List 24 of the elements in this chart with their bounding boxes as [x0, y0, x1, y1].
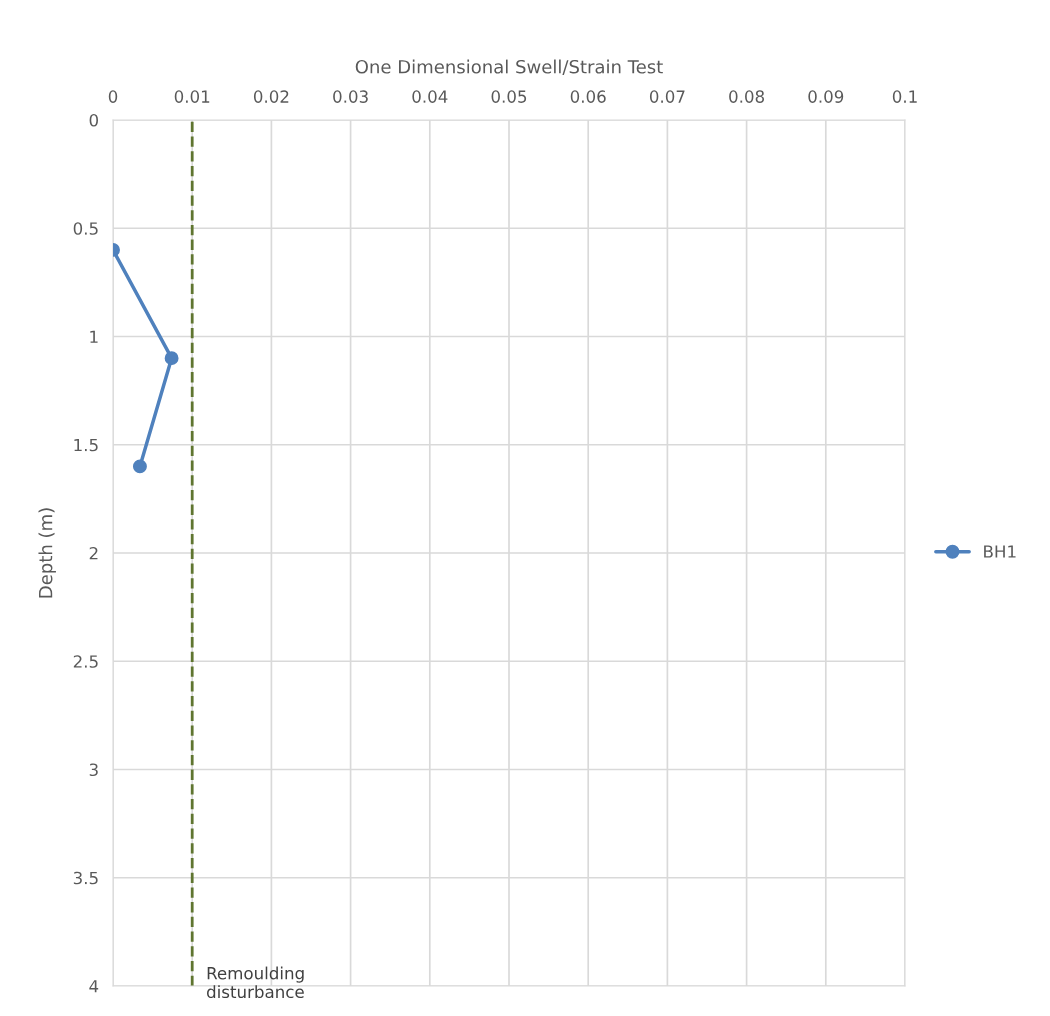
x-tick-label: 0.02 [253, 90, 289, 103]
y-tick-label: 4 [89, 980, 99, 993]
x-tick-label: 0.03 [333, 90, 368, 103]
y-tick-label: 0 [89, 113, 98, 127]
x-tick-label: 0.01 [174, 90, 210, 103]
y-axis-title: Depth (m) [38, 508, 56, 598]
y-tick-label: 2.5 [73, 655, 98, 668]
x-tick-label: 0.07 [649, 90, 685, 103]
x-tick-label: 0.04 [412, 90, 448, 103]
x-tick-label: 0.06 [570, 90, 606, 103]
x-tick-label: 0 [108, 90, 118, 103]
y-tick-label: 1.5 [74, 438, 98, 452]
y-tick-label: 1 [90, 330, 98, 343]
y-tick-label: 2 [89, 546, 98, 560]
ref-line-label: Remoulding disturbance [207, 966, 304, 999]
y-tick-label: 0.5 [73, 222, 98, 235]
x-tick-label: 0.1 [892, 90, 917, 103]
x-tick-label: 0.05 [491, 90, 527, 103]
legend-label: BH1 [984, 545, 1016, 558]
x-tick-label: 0.09 [808, 90, 844, 103]
y-tick-label: 3.5 [73, 871, 98, 885]
y-tick-label: 3 [89, 763, 98, 777]
x-axis-title: One Dimensional Swell/Strain Test [355, 59, 663, 75]
x-tick-label: 0.08 [729, 90, 765, 103]
